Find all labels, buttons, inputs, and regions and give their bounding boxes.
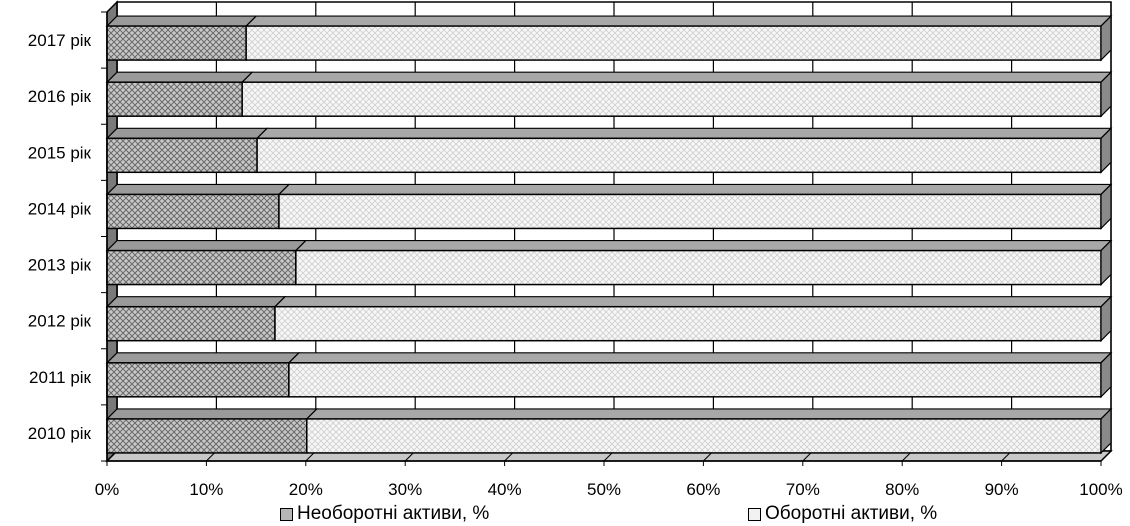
bar-segment [106,249,297,286]
legend-swatch-current [748,507,761,521]
bar-top-face [294,239,1113,252]
legend-item-current: Оборотні активи, % [748,503,937,525]
bar-segment [106,81,243,117]
floor-gridline [1100,450,1112,462]
bar-top-face [105,183,291,196]
bar-segment [106,362,290,398]
x-tick-label: 50% [587,480,621,499]
bars [105,14,1113,455]
x-tick-label: 20% [289,480,323,499]
bar-segment [106,305,276,342]
y-tick-label: 2012 рік [28,312,92,331]
chart-canvas: 0% 10% 20% 30% 40% 50% 60% 70% 80% 90% 100% 2010 рі… [28,0,1123,499]
bar-top-face [105,408,319,420]
legend: Необоротні активи, % Оборотні активи, % [0,503,1130,526]
bar-end-face [1100,239,1112,287]
bar-top-face [105,127,269,139]
x-tick-label: 30% [388,480,422,499]
axes: 0% 10% 20% 30% 40% 50% 60% 70% 80% 90% 100% 2010 рі… [28,11,1123,499]
y-tick-label: 2016 рік [28,87,92,106]
bar-segment [106,137,258,174]
x-tick-label: 0% [95,480,120,499]
bar-end-face [1100,407,1112,455]
y-tick-label: 2017 рік [28,31,92,50]
bar-end-face [1100,351,1112,399]
bar-top-face [105,352,301,364]
x-tick-label: 40% [488,480,522,499]
bar-end-face [1100,295,1112,343]
y-tick-label: 2010 рік [28,424,92,443]
legend-label-noncurrent: Необоротні активи, % [297,503,490,524]
bar-segment [106,25,247,61]
bar-segment [295,249,1102,286]
bar-segment [306,418,1102,454]
x-tick-label: 100% [1079,480,1122,499]
bar-top-face [105,71,254,83]
bar-top-face [105,239,308,252]
x-tick-label: 90% [985,480,1019,499]
bar-segment [256,137,1102,174]
bar-segment [241,81,1102,117]
bar-top-face [273,296,1113,308]
x-tick-label: 80% [885,480,919,499]
bar-segment [245,25,1102,61]
x-tick-label: 10% [189,480,223,499]
y-tick-label: 2011 рік [29,368,92,387]
x-tick-label: 60% [686,480,720,499]
legend-label-current: Оборотні активи, % [765,503,938,524]
y-tick-label: 2015 рік [28,143,92,162]
bar-segment [278,193,1102,230]
bar-top-face [305,408,1113,420]
bar-end-face [1100,70,1112,118]
y-tick-label: 2014 рік [28,199,92,218]
bar-top-face [240,71,1113,83]
bar-end-face [1100,14,1112,62]
bar-segment [106,193,280,230]
x-tick-label: 70% [786,480,820,499]
y-tick-label: 2013 рік [28,256,92,275]
bar-end-face [1100,182,1112,230]
bar-end-face [1100,126,1112,174]
bar-top-face [277,183,1113,196]
legend-item-noncurrent: Необоротні активи, % [280,503,489,525]
bar-segment [106,418,308,454]
bar-segment [288,362,1102,398]
legend-swatch-noncurrent [280,507,293,521]
bar-top-face [105,15,258,27]
bar-segment [274,305,1102,342]
bar-top-face [255,127,1113,139]
bar-top-face [244,15,1113,27]
bar-top-face [105,296,287,308]
bar-top-face [287,352,1113,364]
